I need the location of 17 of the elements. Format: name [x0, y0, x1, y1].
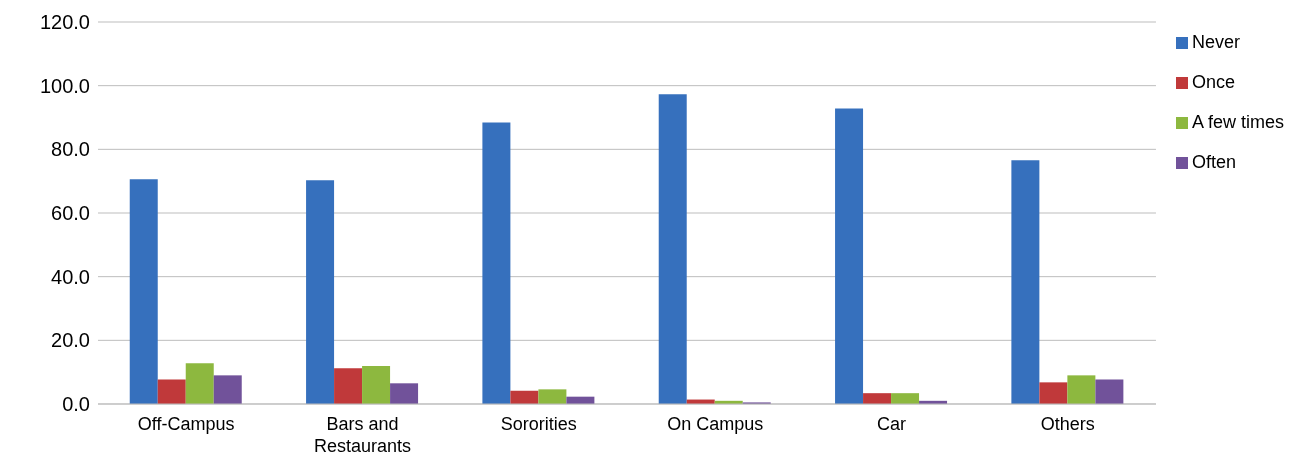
x-tick-label: Others: [1040, 414, 1095, 434]
legend-label: Once: [1191, 72, 1235, 92]
x-tick-label: Car: [876, 414, 906, 434]
y-tick-label: 60.0: [51, 202, 90, 225]
legend-label: A few times: [1191, 112, 1284, 132]
x-tick-label: Bars and Restaurants: [313, 414, 412, 456]
y-tick-label: 20.0: [51, 329, 90, 352]
x-tick-label: Sororities: [500, 414, 577, 434]
y-tick-label: 40.0: [51, 265, 90, 288]
x-tick-label: Off-Campus: [137, 414, 235, 434]
y-tick-label: 80.0: [51, 138, 90, 161]
legend-label: Often: [1191, 152, 1236, 172]
x-tick-label: On Campus: [667, 414, 764, 434]
y-tick-label: 100.0: [39, 74, 90, 97]
y-tick-label: 0.0: [62, 393, 90, 416]
legend-label: Never: [1191, 32, 1240, 52]
y-tick-label: 120.0: [39, 11, 90, 34]
